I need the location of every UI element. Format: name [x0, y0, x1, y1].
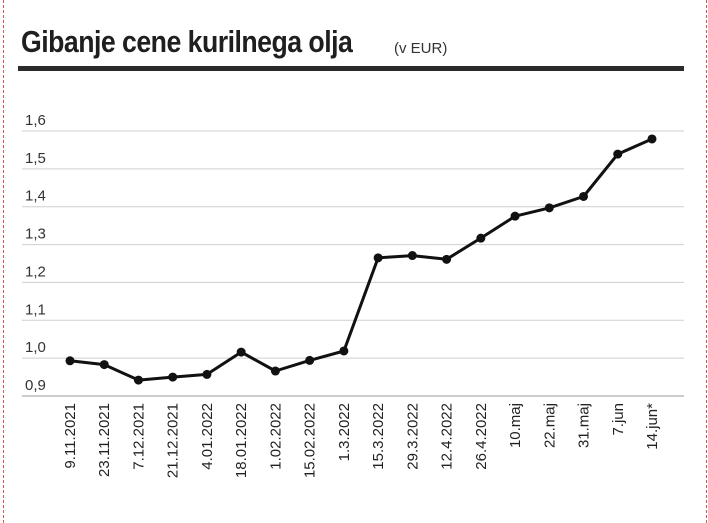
- x-tick-label: 14.jun*: [644, 403, 661, 450]
- data-point: [579, 191, 589, 201]
- data-point: [339, 346, 349, 356]
- x-tick-label: 10.maj: [507, 403, 524, 448]
- y-tick-label: 1,2: [25, 263, 46, 280]
- x-tick-label: 31.maj: [576, 403, 593, 448]
- x-tick-label: 1.3.2022: [336, 403, 353, 461]
- x-tick-label: 15.3.2022: [370, 403, 387, 470]
- data-point: [476, 233, 486, 243]
- data-point: [544, 203, 554, 213]
- data-point: [613, 149, 623, 159]
- data-point: [99, 360, 109, 370]
- y-tick-label: 1,3: [25, 226, 46, 243]
- chart-title: Gibanje cene kurilnega olja: [21, 24, 353, 59]
- y-tick-label: 1,5: [25, 150, 46, 167]
- frame-right-border: [706, 0, 707, 523]
- y-tick-label: 0,9: [25, 377, 46, 394]
- x-tick-label: 15.02.2022: [302, 403, 319, 478]
- x-tick-label: 4.01.2022: [199, 403, 216, 470]
- series-layer: [65, 134, 657, 385]
- x-tick-labels: 9.11.2021 23.11.2021 7.12.2021 21.12.2021 4.…: [62, 403, 661, 478]
- x-tick-label: 1.02.2022: [267, 403, 284, 470]
- data-point: [305, 355, 315, 365]
- x-tick-label: 21.12.2021: [165, 403, 182, 478]
- title-rule: [18, 66, 684, 71]
- chart-header: Gibanje cene kurilnega olja (v EUR): [21, 24, 447, 60]
- y-tick-label: 1,4: [25, 188, 46, 205]
- y-tick-label: 1,0: [25, 339, 46, 356]
- grid-layer: [22, 130, 684, 397]
- data-point: [202, 369, 212, 379]
- chart-unit: (v EUR): [394, 40, 448, 57]
- data-point: [133, 375, 143, 385]
- x-tick-label: 7.jun: [610, 403, 627, 436]
- frame-left-border: [3, 0, 4, 523]
- x-tick-label: 23.11.2021: [96, 403, 113, 477]
- data-point: [407, 251, 417, 261]
- data-point: [65, 356, 75, 366]
- y-tick-label: 1,6: [25, 112, 46, 129]
- x-tick-label: 22.maj: [541, 403, 558, 448]
- data-point: [168, 372, 178, 382]
- x-tick-label: 12.4.2022: [439, 403, 456, 470]
- data-point: [510, 211, 520, 221]
- data-point: [647, 134, 657, 144]
- data-point: [236, 347, 246, 357]
- x-tick-label: 18.01.2022: [233, 403, 250, 478]
- y-tick-label: 1,1: [25, 301, 46, 318]
- data-point: [442, 254, 452, 264]
- data-point: [373, 253, 383, 263]
- x-tick-label: 26.4.2022: [473, 403, 490, 470]
- y-tick-labels: 0,9 1,0 1,1 1,2 1,3 1,4 1,5 1,6: [25, 112, 46, 394]
- series-line: [69, 137, 653, 382]
- x-tick-label: 29.3.2022: [404, 403, 421, 470]
- x-tick-label: 9.11.2021: [62, 403, 79, 469]
- x-tick-label: 7.12.2021: [130, 403, 147, 470]
- data-point: [270, 366, 280, 376]
